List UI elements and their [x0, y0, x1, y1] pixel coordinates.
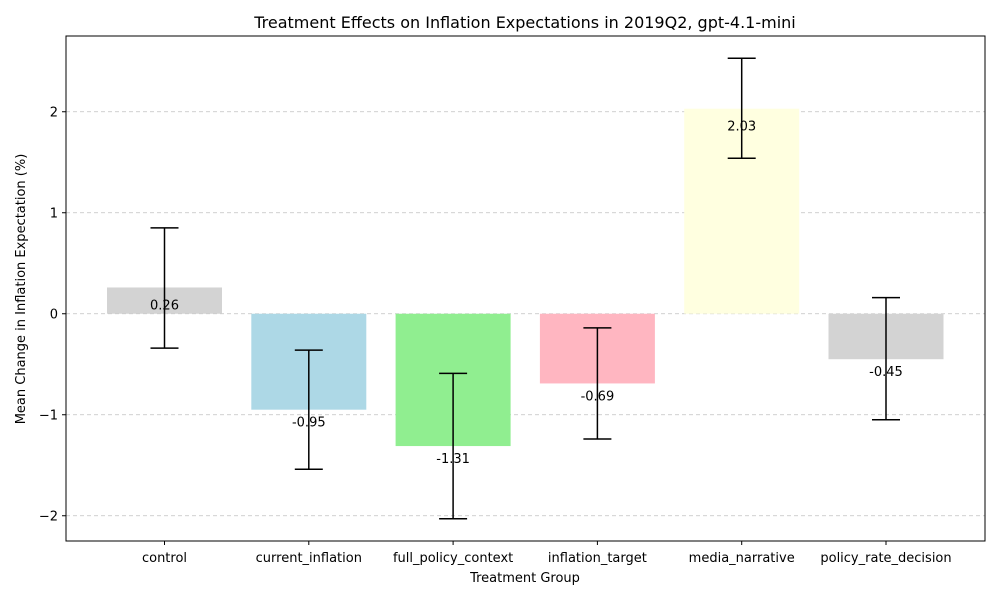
data-label-media_narrative: 2.03 — [727, 120, 756, 135]
y-axis-ticks: −2 −1 0 1 2 — [39, 105, 66, 524]
error-bars — [150, 57, 900, 520]
x-tick-label-control: control — [142, 551, 187, 566]
x-axis-label: Treatment Group — [469, 571, 580, 586]
x-tick-label-inflation_target: inflation_target — [548, 551, 647, 566]
data-labels: 0.26 -0.95 -1.31 -0.69 2.03 -0.45 — [150, 120, 903, 467]
x-tick-label-full_policy_context: full_policy_context — [393, 551, 513, 566]
x-axis-ticks: control current_inflation full_policy_cont… — [142, 541, 952, 566]
plot-area-frame — [65, 35, 986, 542]
y-tick-label: −2 — [39, 509, 58, 524]
data-label-inflation_target: -0.69 — [581, 389, 615, 404]
data-label-full_policy_context: -1.31 — [436, 452, 470, 467]
y-tick-label: −1 — [39, 408, 58, 423]
x-tick-label-media_narrative: media_narrative — [689, 551, 795, 566]
y-tick-label: 1 — [50, 206, 58, 221]
data-label-current_inflation: -0.95 — [292, 416, 326, 431]
x-tick-label-current_inflation: current_inflation — [256, 551, 362, 566]
y-tick-label: 0 — [50, 307, 58, 322]
y-axis-label: Mean Change in Inflation Expectation (%) — [14, 154, 29, 425]
y-tick-label: 2 — [50, 105, 58, 120]
chart-title: Treatment Effects on Inflation Expectati… — [253, 13, 796, 32]
data-label-control: 0.26 — [150, 298, 179, 313]
bars — [107, 108, 944, 447]
data-label-policy_rate_decision: -0.45 — [869, 365, 903, 380]
x-tick-label-policy_rate_decision: policy_rate_decision — [820, 551, 951, 566]
